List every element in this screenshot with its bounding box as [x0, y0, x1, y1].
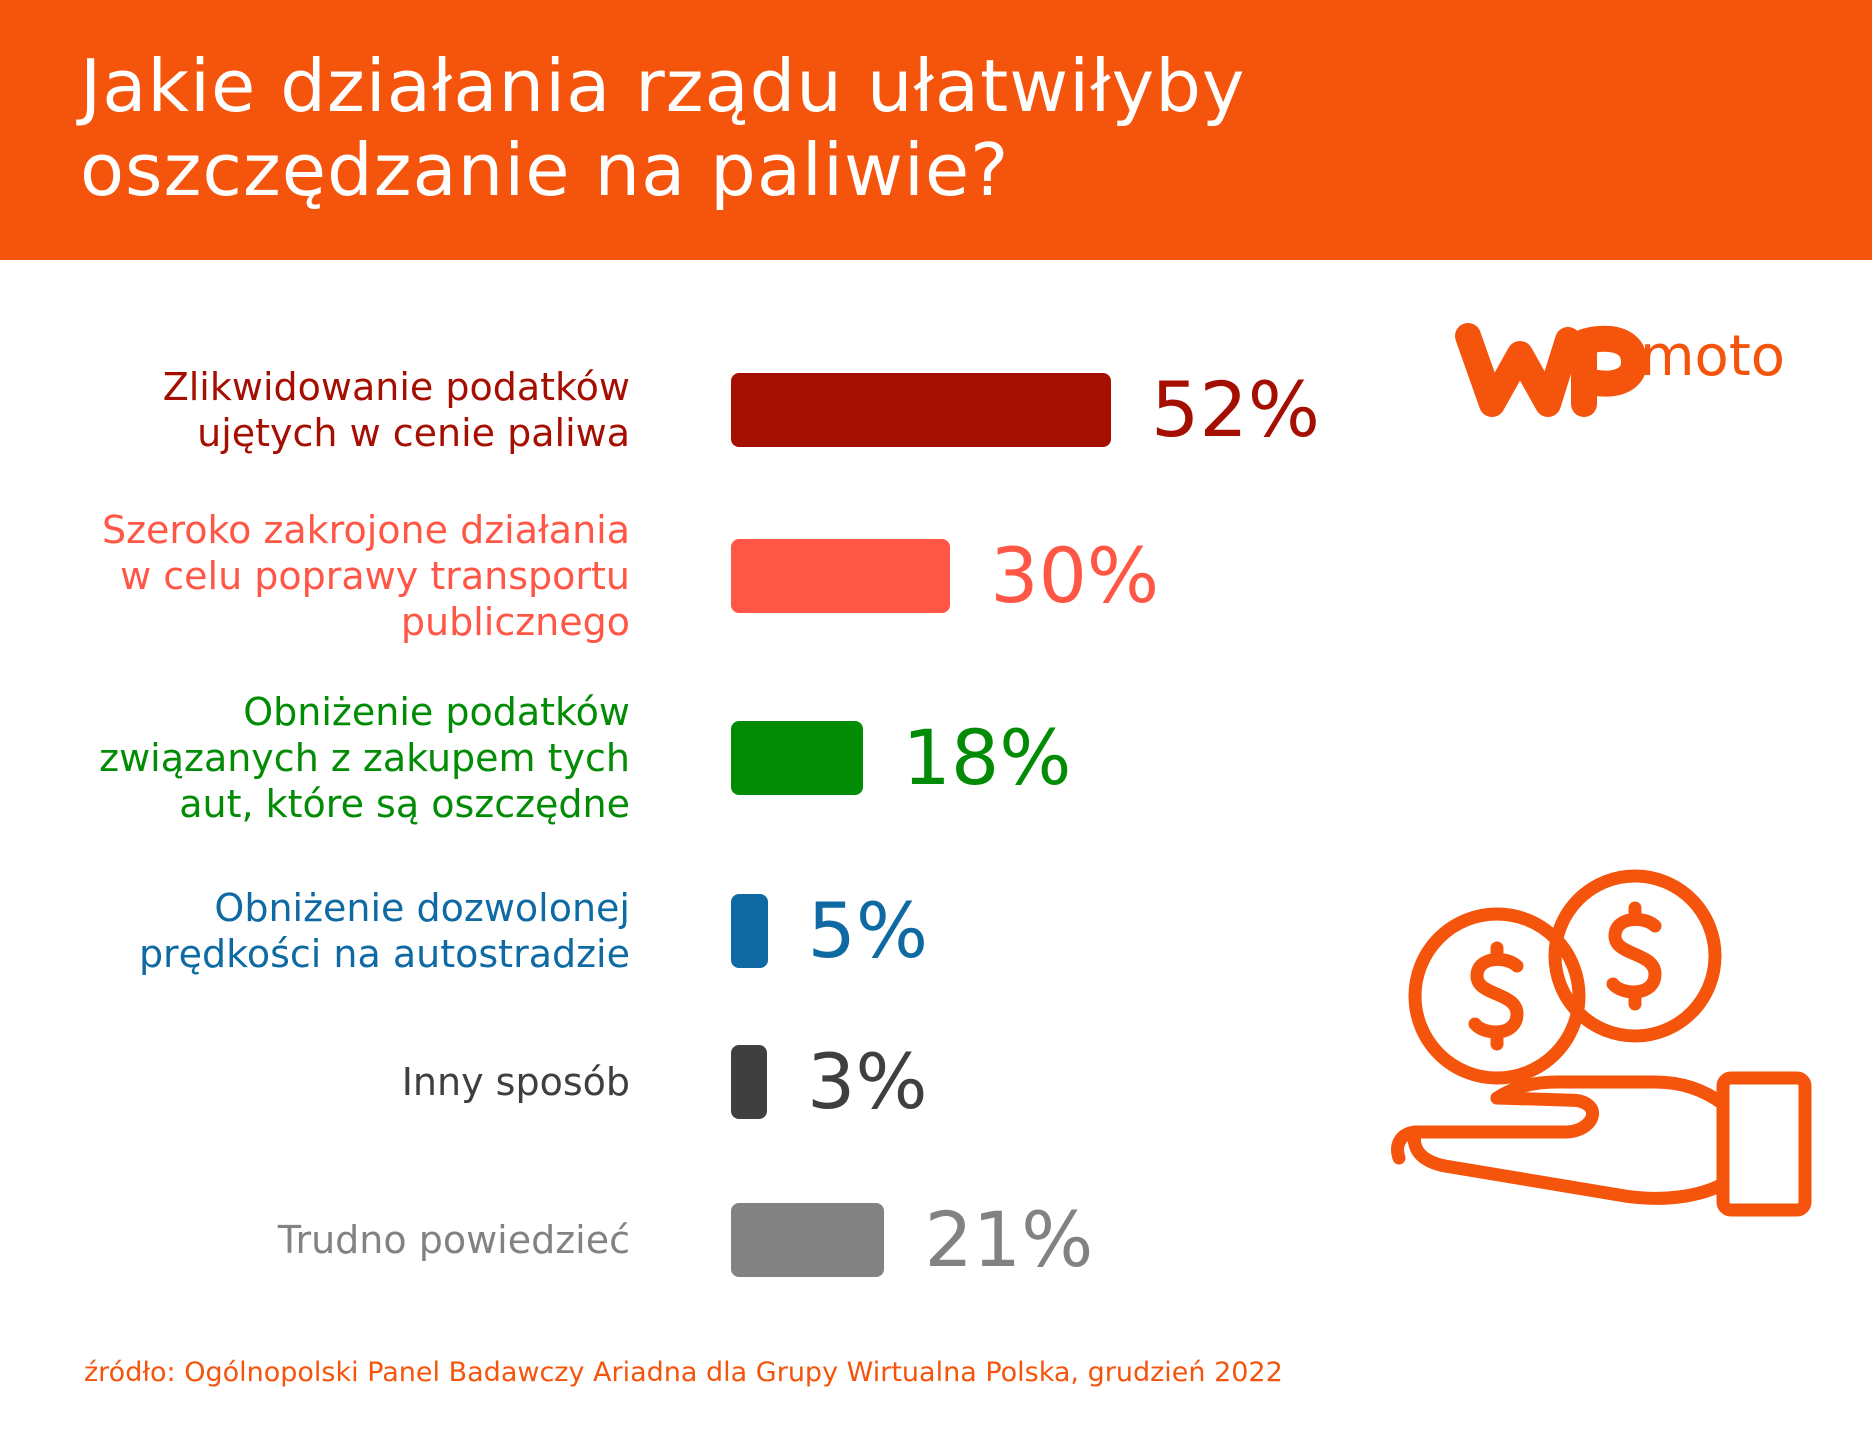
category-label-line: publicznego: [400, 600, 630, 644]
title-line-2: oszczędzanie na paliwie?: [80, 128, 1010, 212]
category-label-line: związanych z zakupem tych: [99, 736, 630, 780]
bar-4: [731, 894, 768, 968]
value-label-2: 30%: [990, 531, 1160, 620]
value-label-4: 5%: [807, 886, 929, 975]
category-label-line: Obniżenie dozwolonej: [214, 886, 630, 930]
header-banner: Jakie działania rządu ułatwiłyby oszczęd…: [0, 0, 1872, 260]
category-label-line: w celu poprawy transportu: [120, 554, 630, 598]
category-label-6: Trudno powiedzieć: [278, 1217, 630, 1263]
coins-in-hand-icon: [1391, 869, 1812, 1217]
category-label-4: Obniżenie dozwolonej prędkości na autostr…: [139, 885, 630, 977]
category-label-1: Zlikwidowanie podatków ujętych w cenie pa…: [163, 364, 630, 456]
chart-title: Jakie działania rządu ułatwiłyby oszczęd…: [80, 44, 1246, 212]
category-label-line: prędkości na autostradzie: [138, 932, 630, 976]
category-label-line: ujętych w cenie paliwa: [197, 411, 630, 455]
bar-2: [731, 539, 951, 613]
source-note: źródło: Ogólnopolski Panel Badawczy Aria…: [84, 1357, 1283, 1388]
bar-6: [731, 1203, 885, 1277]
bar-1: [731, 373, 1111, 447]
category-label-line: Szeroko zakrojone działania: [101, 508, 630, 552]
title-line-1: Jakie działania rządu ułatwiłyby: [80, 44, 1246, 128]
value-label-1: 52%: [1151, 365, 1320, 454]
value-label-6: 21%: [924, 1195, 1094, 1284]
logo-moto-text: moto: [1640, 324, 1786, 389]
bar-5: [731, 1045, 767, 1119]
wp-logo-icon: [1455, 323, 1647, 417]
value-label-5: 3%: [807, 1037, 928, 1126]
value-label-3: 18%: [902, 713, 1072, 802]
category-label-2: Szeroko zakrojone działania w celu popraw…: [102, 507, 630, 645]
category-label-line: aut, które są oszczędne: [179, 782, 630, 826]
category-label-line: Obniżenie podatków: [243, 690, 630, 734]
category-label-line: Zlikwidowanie podatków: [162, 365, 630, 409]
bar-3: [731, 721, 863, 795]
category-label-line: Inny sposób: [401, 1060, 630, 1104]
category-label-line: Trudno powiedzieć: [277, 1218, 630, 1262]
category-label-5: Inny sposób: [402, 1059, 630, 1105]
category-label-3: Obniżenie podatków związanych z zakupem t…: [99, 689, 630, 827]
